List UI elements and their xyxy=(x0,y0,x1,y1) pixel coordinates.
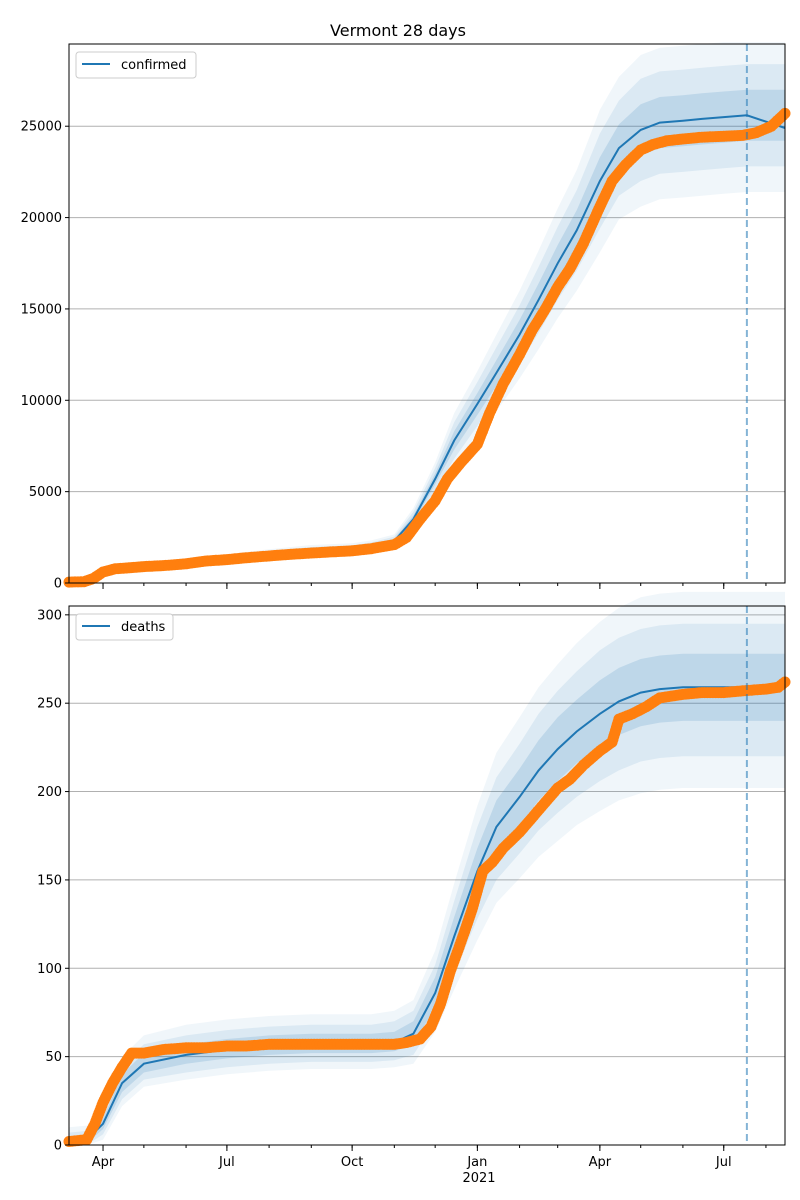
y-tick-label: 5000 xyxy=(29,485,62,500)
confirmed-legend-label: confirmed xyxy=(121,58,187,73)
y-tick-label: 15000 xyxy=(21,302,62,317)
deaths-grid xyxy=(69,614,785,1146)
confirmed-panel: Vermont 28 days 0 5000 10000 15000 20000 2500… xyxy=(21,21,791,592)
y-tick-label: 0 xyxy=(54,577,62,592)
band-50pct xyxy=(69,653,785,1145)
x-tick-label: Apr xyxy=(92,1155,115,1170)
x-tick-label: Jul xyxy=(218,1155,235,1170)
deaths-model-line xyxy=(68,686,785,1143)
x-tick-label: Apr xyxy=(589,1155,612,1170)
x-tick-label: Jul xyxy=(715,1155,732,1170)
deaths-legend-box xyxy=(75,613,174,641)
x-tick-label: Oct xyxy=(341,1155,363,1170)
deaths-x-axis: Apr Jul Oct Jan Apr Jul xyxy=(92,1145,767,1170)
band-80pct xyxy=(69,623,785,1145)
confirmed-y-axis: 0 5000 10000 15000 20000 25000 xyxy=(21,120,69,592)
y-tick-label: 50 xyxy=(45,1050,62,1065)
y-tick-label: 250 xyxy=(37,697,62,712)
chart-title: Vermont 28 days xyxy=(330,21,466,40)
x-axis-year-label: 2021 xyxy=(462,1171,495,1186)
band-95pct xyxy=(69,591,785,1145)
y-tick-label: 10000 xyxy=(21,394,62,409)
model-line xyxy=(68,686,785,1143)
x-tick-label: Jan xyxy=(466,1155,487,1170)
deaths-observed-points xyxy=(63,676,791,1147)
deaths-bands xyxy=(69,591,785,1145)
y-tick-label: 100 xyxy=(37,962,62,977)
y-tick-label: 200 xyxy=(37,785,62,800)
deaths-y-axis: 0 50 100 150 200 250 300 xyxy=(37,608,69,1154)
y-tick-label: 300 xyxy=(37,608,62,623)
y-tick-label: 20000 xyxy=(21,211,62,226)
y-tick-label: 0 xyxy=(54,1139,62,1154)
deaths-panel: 0 50 100 150 200 250 300 Apr Jul Oct Jan Apr Jul de… xyxy=(37,591,791,1186)
confirmed-legend: confirmed xyxy=(75,51,197,79)
y-tick-label: 25000 xyxy=(21,120,62,135)
confirmed-axes-frame xyxy=(68,43,786,584)
confirmed-observed-points xyxy=(63,107,791,588)
deaths-legend-label: deaths xyxy=(121,620,166,635)
band-95pct xyxy=(69,42,785,583)
deaths-legend: deaths xyxy=(75,613,174,641)
confirmed-legend-box xyxy=(75,51,197,79)
deaths-axes-frame xyxy=(68,605,786,1146)
y-tick-label: 150 xyxy=(37,873,62,888)
